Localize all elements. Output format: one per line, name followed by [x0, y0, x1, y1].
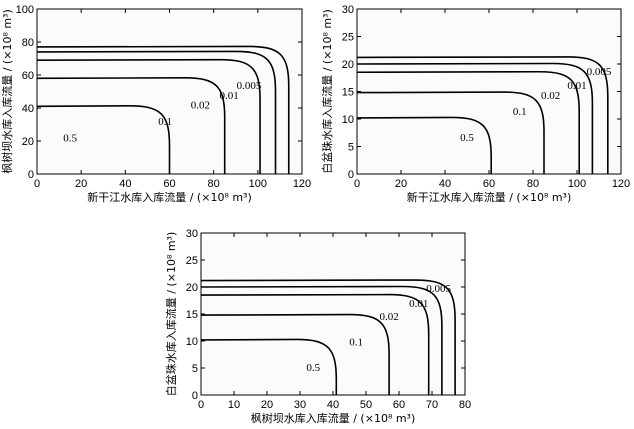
y-tick-label: 0 — [28, 169, 34, 181]
contour-line-0-02 — [356, 70, 580, 174]
x-axis-label: 新干江水库入库流量 / (×10⁸ m³) — [87, 190, 252, 204]
contour-line-0-005 — [200, 279, 456, 395]
x-tick-label: 120 — [612, 178, 630, 190]
x-tick-label: 60 — [483, 178, 495, 190]
x-tick-label: 20 — [395, 178, 407, 190]
contour-label: 0.5 — [306, 362, 320, 374]
x-tick-label: 40 — [439, 178, 451, 190]
y-axis-label: 枫树坝水库入库流量 / (×10⁸ m³) — [0, 9, 14, 174]
contour-label: 0.005 — [587, 66, 612, 78]
contour-label: 0.01 — [220, 90, 239, 102]
contour-label: 0.01 — [409, 298, 428, 310]
contour-label: 0.02 — [541, 90, 560, 102]
contour-line-0-01 — [356, 62, 594, 174]
x-tick-label: 100 — [249, 178, 267, 190]
y-tick-label: 10 — [342, 114, 354, 126]
contour-line-0-01 — [36, 50, 277, 174]
y-tick-label: 20 — [342, 59, 354, 71]
y-tick-label: 0 — [192, 390, 198, 402]
contour-line-0-02 — [36, 58, 261, 174]
contour-label: 0.1 — [349, 337, 363, 349]
x-tick-label: 20 — [75, 178, 87, 190]
y-tick-label: 100 — [16, 4, 34, 16]
contour-label: 0.1 — [513, 106, 527, 118]
x-tick-label: 80 — [459, 399, 471, 411]
y-tick-label: 5 — [192, 363, 198, 375]
contour-line-0-5 — [200, 338, 338, 395]
y-tick-label: 20 — [22, 136, 34, 148]
contour-line-0-1 — [200, 313, 390, 395]
x-tick-label: 40 — [119, 178, 131, 190]
y-tick-label: 5 — [348, 142, 354, 154]
y-tick-label: 15 — [186, 309, 198, 321]
x-axis-label: 新干江水库入库流量 / (×10⁸ m³) — [407, 190, 572, 204]
x-tick-label: 50 — [360, 399, 372, 411]
y-axis-label: 白盆珠水库入库流量 / (×10⁸ m³) — [320, 9, 334, 174]
x-tick-label: 0 — [34, 178, 40, 190]
x-tick-label: 40 — [327, 399, 339, 411]
x-tick-label: 80 — [527, 178, 539, 190]
contour-line-0-5 — [356, 116, 492, 174]
contour-label: 0.005 — [237, 80, 262, 92]
top-right-chart: 0 20 40 60 80 100 120 0 5 10 15 20 25 30 新干江水库入库流量 / (… — [320, 4, 630, 204]
contour-label: 0.02 — [191, 100, 210, 112]
x-tick-label: 30 — [294, 399, 306, 411]
x-tick-label: 100 — [568, 178, 586, 190]
x-tick-label: 0 — [354, 178, 360, 190]
y-tick-label: 25 — [186, 255, 198, 267]
y-tick-label: 60 — [22, 70, 34, 82]
y-axis-label: 白盆珠水库入库流量 / (×10⁸ m³) — [164, 232, 178, 397]
contour-label: 0.01 — [567, 80, 586, 92]
x-tick-label: 70 — [426, 399, 438, 411]
contour-label: 0.5 — [460, 132, 474, 144]
x-axis-label: 枫树坝水库入库流量 / (×10⁸ m³) — [251, 411, 416, 425]
x-tick-label: 10 — [228, 399, 240, 411]
contour-line-0-02 — [200, 293, 430, 395]
x-tick-label: 20 — [261, 399, 273, 411]
y-tick-label: 10 — [186, 336, 198, 348]
contour-line-0-005 — [356, 56, 609, 174]
contour-line-0-5 — [36, 105, 171, 174]
x-tick-label: 60 — [393, 399, 405, 411]
x-tick-label: 80 — [208, 178, 220, 190]
contour-line-0-1 — [356, 91, 545, 174]
contour-line-0-1 — [36, 76, 226, 174]
x-tick-label: 120 — [293, 178, 311, 190]
contour-line-0-01 — [200, 285, 443, 395]
x-tick-label: 60 — [163, 178, 175, 190]
y-tick-label: 30 — [342, 4, 354, 16]
y-tick-label: 20 — [186, 282, 198, 294]
contour-label: 0.5 — [63, 133, 77, 145]
y-tick-label: 15 — [342, 87, 354, 99]
contour-label: 0.02 — [379, 311, 398, 323]
x-tick-label: 0 — [198, 399, 204, 411]
y-tick-label: 30 — [186, 228, 198, 240]
y-tick-label: 40 — [22, 103, 34, 115]
contour-label: 0.1 — [158, 116, 172, 128]
y-tick-label: 80 — [22, 37, 34, 49]
contour-line-0-005 — [36, 45, 290, 174]
y-tick-label: 25 — [342, 32, 354, 44]
y-tick-label: 0 — [348, 169, 354, 181]
contour-label: 0.005 — [426, 283, 451, 295]
